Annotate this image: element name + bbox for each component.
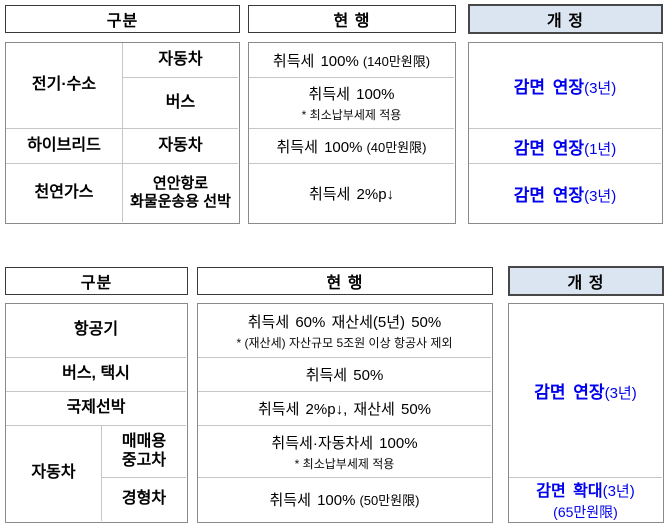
current-value: 취득세 100% bbox=[276, 138, 363, 156]
current-limit: (40만원限) bbox=[366, 139, 427, 155]
table1-subcategory-bus: 버스 bbox=[123, 78, 238, 129]
category-label: 천연가스 bbox=[34, 183, 94, 201]
current-footnote: * 최소납부세제 적용 bbox=[301, 108, 402, 122]
revised-term: (3년) bbox=[602, 483, 635, 500]
current-footnote: * (재산세) 자산규모 5조원 이상 항공사 제외 bbox=[236, 335, 453, 350]
current-value: 취득세 100% bbox=[269, 492, 356, 509]
revised-value: 감면 연장 bbox=[534, 383, 605, 402]
table1-header-category: 구분 bbox=[5, 5, 240, 33]
revised-value: 감면 확대 bbox=[536, 483, 603, 500]
subcategory-label: 버스 bbox=[165, 93, 196, 111]
table1-category-panel: 전기·수소 자동차 버스 하이브리드 자동차 천연가스 연안항로 화물운송용 선… bbox=[5, 42, 240, 224]
current-value: 취득세 100% bbox=[308, 86, 395, 103]
table2-current-row4: 취득세·자동차세 100% * 최소납부세제 적용 bbox=[198, 426, 491, 478]
subcategory-label: 연안항로 화물운송용 선박 bbox=[130, 175, 231, 210]
table1-header-revised: 개 정 bbox=[468, 4, 663, 34]
category-label: 버스, 택시 bbox=[62, 365, 130, 383]
table1-category-electric-hydrogen: 전기·수소 bbox=[6, 43, 123, 129]
table2-current-row2: 취득세 50% bbox=[198, 358, 491, 392]
revised-limit: (65만원限) bbox=[553, 504, 618, 520]
table2-header-revised: 개 정 bbox=[508, 266, 664, 296]
table2-header-current: 현 행 bbox=[197, 267, 493, 295]
table1-current-row4: 취득세 2%p↓ bbox=[249, 164, 454, 222]
table1-current-row3: 취득세 100% (40만원限) bbox=[249, 129, 454, 164]
revised-value: 감면 연장 bbox=[513, 185, 585, 205]
table1-revised-row3: 감면 연장 (1년) bbox=[469, 129, 661, 164]
current-limit: (50만원限) bbox=[359, 493, 420, 508]
current-value: 취득세 2%p↓ bbox=[308, 185, 395, 203]
table2-category-aircraft: 항공기 bbox=[6, 304, 186, 358]
table2-current-row5: 취득세 100% (50만원限) bbox=[198, 478, 491, 521]
table2-revised-row5: 감면 확대 (3년) (65만원限) bbox=[509, 478, 662, 521]
table1-revised-rows1-2: 감면 연장 (3년) bbox=[469, 43, 661, 129]
revised-term: (3년) bbox=[584, 187, 617, 205]
table1-revised-row4: 감면 연장 (3년) bbox=[469, 164, 661, 222]
table1-revised-panel: 감면 연장 (3년) 감면 연장 (1년) 감면 연장 (3년) bbox=[468, 42, 663, 224]
current-value: 취득세 50% bbox=[305, 367, 384, 384]
category-label: 항공기 bbox=[73, 321, 119, 339]
subcategory-label: 자동차 bbox=[158, 136, 203, 154]
table1-current-panel: 취득세 100% (140만원限) 취득세 100% * 최소납부세제 적용 취… bbox=[248, 42, 456, 224]
table2-current-row3: 취득세 2%p↓, 재산세 50% bbox=[198, 392, 491, 426]
table2-current-row1: 취득세 60% 재산세(5년) 50% * (재산세) 자산규모 5조원 이상 … bbox=[198, 304, 491, 358]
table2-revised-rows1-4: 감면 연장 (3년) bbox=[509, 304, 662, 478]
revised-value: 감면 연장 bbox=[513, 78, 585, 97]
current-footnote: * 최소납부세제 적용 bbox=[294, 456, 395, 471]
revised-term: (3년) bbox=[584, 80, 617, 97]
table2-subcategory-compact-car: 경형차 bbox=[102, 478, 186, 521]
current-value: 취득세 100% bbox=[272, 52, 359, 70]
table1-category-hybrid: 하이브리드 bbox=[6, 129, 123, 164]
table2-category-panel: 항공기 버스, 택시 국제선박 자동차 매매용 중고차 경형차 bbox=[5, 303, 188, 523]
table1-header-current: 현 행 bbox=[248, 5, 456, 33]
table1-subcategory-coastal-cargo-ship: 연안항로 화물운송용 선박 bbox=[123, 164, 238, 222]
current-value: 취득세 60% 재산세(5년) 50% bbox=[247, 313, 442, 331]
table2-category-bus-taxi: 버스, 택시 bbox=[6, 358, 186, 392]
category-label: 국제선박 bbox=[66, 399, 126, 417]
table1-subcategory-car-2: 자동차 bbox=[123, 129, 238, 164]
category-label: 전기·수소 bbox=[31, 76, 97, 94]
current-limit: (140만원限) bbox=[362, 53, 431, 69]
table2-category-automobile: 자동차 bbox=[6, 426, 102, 521]
category-label: 하이브리드 bbox=[27, 136, 101, 154]
table2-header-category: 구분 bbox=[5, 267, 188, 295]
current-value: 취득세 2%p↓, 재산세 50% bbox=[257, 401, 431, 418]
table2-revised-panel: 감면 연장 (3년) 감면 확대 (3년) (65만원限) bbox=[508, 303, 664, 523]
table1-current-row2: 취득세 100% * 최소납부세제 적용 bbox=[249, 78, 454, 129]
current-value: 취득세·자동차세 100% bbox=[271, 434, 418, 452]
subcategory-label: 자동차 bbox=[158, 50, 203, 68]
table2-category-international-ship: 국제선박 bbox=[6, 392, 186, 426]
revised-term: (1년) bbox=[584, 140, 617, 158]
subcategory-label: 매매용 중고차 bbox=[121, 432, 167, 469]
table2-current-panel: 취득세 60% 재산세(5년) 50% * (재산세) 자산규모 5조원 이상 … bbox=[197, 303, 493, 523]
subcategory-label: 경형차 bbox=[121, 490, 167, 508]
table1-category-natural-gas: 천연가스 bbox=[6, 164, 123, 222]
table1-subcategory-car-1: 자동차 bbox=[123, 43, 238, 78]
category-label: 자동차 bbox=[31, 464, 76, 482]
table1-current-row1: 취득세 100% (140만원限) bbox=[249, 43, 454, 78]
revised-value: 감면 연장 bbox=[513, 138, 585, 158]
revised-term: (3년) bbox=[604, 385, 637, 402]
table2-subcategory-used-car-for-sale: 매매용 중고차 bbox=[102, 426, 186, 478]
